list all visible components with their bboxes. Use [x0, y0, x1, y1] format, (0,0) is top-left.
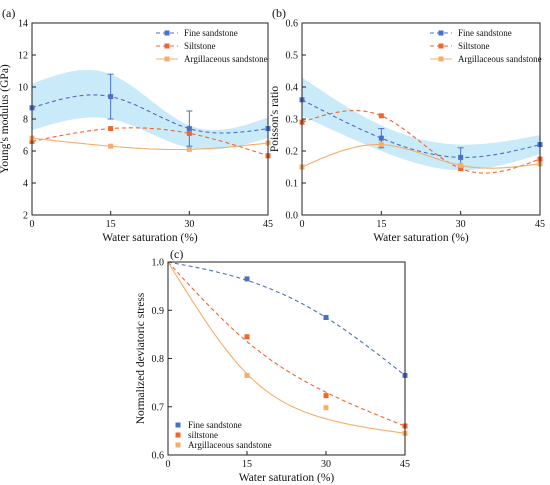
y-tick-label: 0.0: [286, 211, 299, 222]
x-tick-label: 15: [106, 219, 116, 230]
panel-label: (a): [2, 6, 15, 20]
x-axis-label: Water saturation (%): [373, 232, 469, 244]
y-tick-label: 0.4: [286, 83, 299, 94]
y-tick-label: 0.2: [286, 147, 299, 158]
x-tick-label: 30: [321, 459, 331, 470]
legend-marker: [164, 56, 170, 62]
data-point: [458, 166, 464, 172]
y-tick-label: 0.5: [286, 51, 299, 62]
fit-curve-2: [167, 261, 406, 427]
y-tick-label: 2: [23, 211, 28, 222]
x-axis-label: Water saturation (%): [102, 232, 198, 244]
legend-marker: [438, 30, 444, 36]
x-tick-label: 30: [184, 219, 194, 230]
legend-label: Siltstone: [458, 41, 490, 51]
data-point: [458, 162, 464, 168]
data-point: [378, 142, 384, 148]
legend-label: Fine sandstone: [184, 28, 238, 38]
x-tick-label: 45: [535, 219, 545, 230]
y-tick-label: 0.3: [286, 115, 299, 126]
y-tick-label: 14: [18, 19, 28, 30]
chart-panel-c: 0 15 30 45 0.6 0.7 0.8 0.9 1.0 Water saturation (…: [135, 247, 410, 484]
y-tick-label: 12: [18, 51, 28, 62]
legend-marker: [175, 422, 181, 428]
x-tick-label: 15: [242, 459, 252, 470]
confidence-band: [302, 77, 540, 171]
legend-label: Fine sandstone: [188, 420, 242, 430]
series-line-1: [301, 99, 541, 158]
chart-panel-a: 0 15 30 45 2 4 6 8 10 12 14 Water saturation (%) You…: [0, 6, 273, 244]
y-tick-label: 0.8: [152, 354, 165, 365]
x-axis-label: Water saturation (%): [239, 472, 335, 484]
data-point: [323, 314, 329, 320]
y-tick-label: 0.1: [286, 179, 299, 190]
legend-label: Argillaceous sandstone: [458, 54, 542, 64]
data-point: [108, 143, 114, 149]
legend-marker: [438, 56, 444, 62]
legend-marker: [164, 43, 170, 49]
x-tick-label: 0: [300, 219, 305, 230]
data-point: [244, 372, 250, 378]
y-axis-label: Young's modulus (GPa): [0, 64, 11, 174]
chart-panel-b: 0 15 30 45 0.0 0.1 0.2 0.3 0.4 0.5 0.6 Water satura…: [269, 6, 545, 244]
data-point: [108, 126, 114, 132]
legend-marker: [164, 30, 170, 36]
panel-label: (c): [170, 247, 183, 261]
x-tick-label: 45: [400, 459, 410, 470]
series-line-3: [31, 137, 269, 151]
y-tick-label: 1.0: [152, 258, 165, 269]
y-tick-label: 4: [23, 179, 28, 190]
legend-marker: [175, 432, 181, 438]
y-tick-label: 0.6: [152, 451, 165, 462]
data-point: [108, 94, 114, 100]
data-point: [244, 334, 250, 340]
data-point: [186, 146, 192, 152]
y-tick-label: 6: [23, 147, 28, 158]
data-point: [323, 393, 329, 399]
series-line-3: [301, 143, 541, 169]
data-point: [323, 405, 329, 411]
data-point: [378, 135, 384, 141]
y-tick-label: 0.9: [152, 306, 165, 317]
data-point: [186, 126, 192, 132]
data-point: [244, 276, 250, 282]
y-axis-label: Normalized deviatoric stress: [135, 292, 147, 424]
legend-label: siltstone: [188, 430, 218, 440]
series-line-2: [301, 110, 541, 174]
x-tick-label: 0: [166, 459, 171, 470]
fit-curve-3: [167, 261, 406, 434]
series-line-1: [31, 94, 269, 134]
data-point: [186, 130, 192, 136]
x-tick-label: 15: [376, 219, 386, 230]
y-tick-label: 0.7: [152, 402, 165, 413]
confidence-band: [32, 69, 268, 150]
legend-label: Argillaceous sandstone: [184, 54, 268, 64]
y-tick-label: 0.6: [286, 19, 299, 30]
panel-label: (b): [272, 6, 286, 20]
series-line-2: [31, 127, 269, 157]
x-tick-label: 0: [30, 219, 35, 230]
data-point: [458, 154, 464, 160]
legend-label: Argillaceous sandstone: [188, 440, 272, 450]
y-tick-label: 10: [18, 83, 28, 94]
y-tick-label: 8: [23, 115, 28, 126]
legend-marker: [175, 442, 181, 448]
data-point: [378, 113, 384, 119]
legend-marker: [438, 43, 444, 49]
x-tick-label: 45: [263, 219, 273, 230]
x-tick-label: 30: [456, 219, 466, 230]
legend-label: Siltstone: [184, 41, 216, 51]
legend-label: Fine sandstone: [458, 28, 512, 38]
y-axis-label: Poisson's ratio: [269, 86, 281, 153]
